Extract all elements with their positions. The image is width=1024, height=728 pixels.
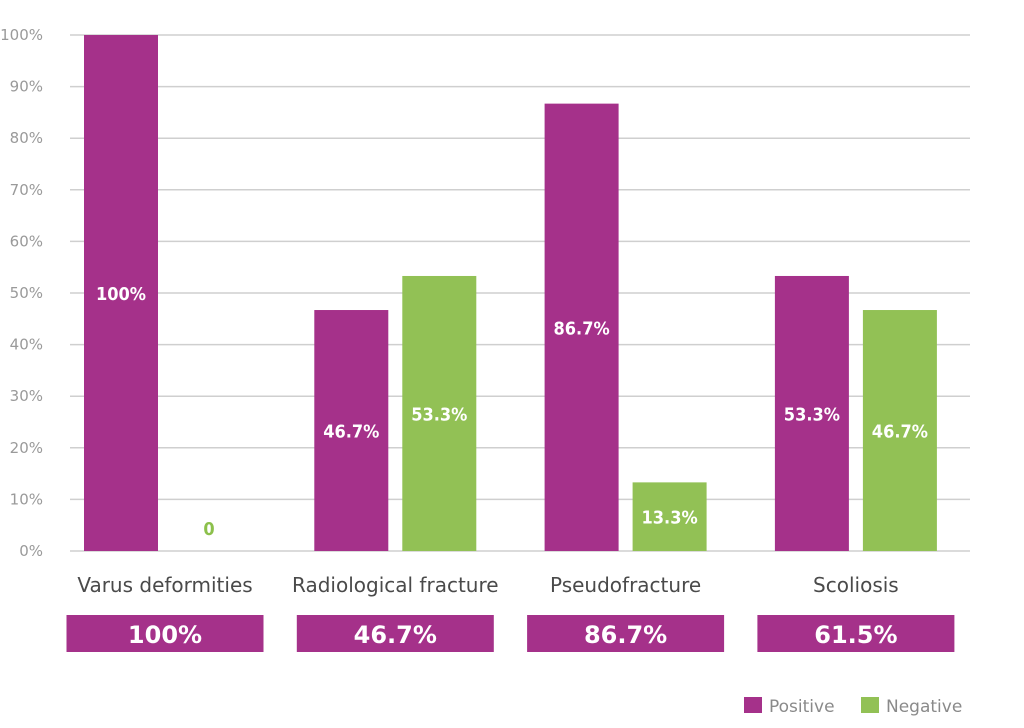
y-tick-label: 90% (10, 78, 43, 96)
category-label-scoliosis: Scoliosis (813, 573, 899, 597)
summary-boxes: 100% 46.7% 86.7% 61.5% (66, 615, 955, 652)
category-label-varus-deformities: Varus deformities (77, 573, 252, 597)
bars (84, 35, 937, 552)
data-label-positive-varus-deformities: 100% (96, 284, 146, 305)
bar-positive-radiological-fracture (314, 310, 389, 551)
y-tick-label: 50% (10, 284, 43, 302)
category-label-pseudofracture: Pseudofracture (550, 573, 701, 597)
gridlines (70, 34, 970, 552)
summary-value-varus-deformities: 100% (128, 621, 202, 649)
bar-negative-pseudofracture (632, 482, 707, 551)
y-axis-ticks: 0% 10% 20% 30% 40% 50% 60% 70% 80% 90% 100% (0, 26, 43, 560)
summary-box-varus-deformities (66, 615, 264, 652)
data-label-negative-varus-deformities: 0 (203, 519, 214, 540)
bar-negative-scoliosis (862, 310, 937, 551)
data-label-positive-radiological-fracture: 46.7% (323, 422, 379, 443)
y-tick-label: 0% (19, 542, 43, 560)
y-tick-label: 60% (10, 232, 43, 250)
bar-data-labels: 100% 0 46.7% 53.3% 86.7% 13.3% 53.3% 46.7% (96, 284, 928, 540)
summary-value-radiological-fracture: 46.7% (354, 621, 437, 649)
legend-swatch-negative (861, 697, 879, 713)
legend-label-negative: Negative (886, 697, 962, 717)
y-tick-label: 20% (10, 439, 43, 457)
summary-value-pseudofracture: 86.7% (584, 621, 667, 649)
legend-swatch-positive (744, 697, 762, 713)
summary-box-radiological-fracture (296, 615, 494, 652)
bar-positive-varus-deformities (84, 35, 158, 551)
bar-positive-scoliosis (774, 275, 849, 551)
legend-label-positive: Positive (769, 697, 835, 717)
legend: Positive Negative (744, 697, 962, 717)
summary-box-scoliosis (757, 615, 955, 652)
y-tick-label: 80% (10, 129, 43, 147)
summary-value-scoliosis: 61.5% (814, 621, 897, 649)
data-label-negative-radiological-fracture: 53.3% (411, 404, 467, 425)
data-label-positive-scoliosis: 53.3% (784, 404, 840, 425)
bar-positive-pseudofracture (544, 103, 619, 552)
y-tick-label: 100% (0, 26, 43, 44)
y-tick-label: 10% (10, 490, 43, 508)
y-tick-label: 70% (10, 181, 43, 199)
data-label-positive-pseudofracture: 86.7% (554, 318, 610, 339)
category-labels: Varus deformities Radiological fracture Ps… (77, 573, 898, 597)
data-label-negative-pseudofracture: 13.3% (642, 508, 698, 529)
data-label-negative-scoliosis: 46.7% (872, 422, 928, 443)
category-label-radiological-fracture: Radiological fracture (292, 573, 499, 597)
y-tick-label: 30% (10, 387, 43, 405)
summary-box-pseudofracture (527, 615, 725, 652)
y-tick-label: 40% (10, 336, 43, 354)
bar-negative-radiological-fracture (402, 275, 477, 551)
